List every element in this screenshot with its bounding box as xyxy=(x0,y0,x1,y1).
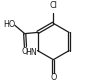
Text: HN: HN xyxy=(25,48,37,57)
Text: Cl: Cl xyxy=(49,1,57,10)
Text: O: O xyxy=(21,47,28,56)
Text: HO: HO xyxy=(3,20,16,29)
Text: O: O xyxy=(50,73,57,82)
